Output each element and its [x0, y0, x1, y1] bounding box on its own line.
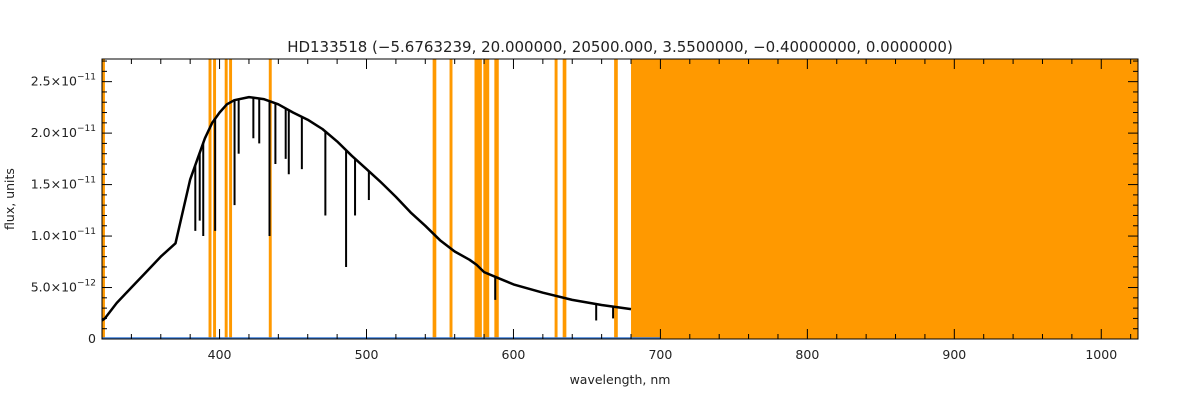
x-tick-label: 600	[502, 347, 526, 362]
absorption-lines	[194, 97, 615, 321]
masked-region-6	[432, 59, 437, 339]
masked-region-4	[229, 59, 233, 339]
masked-region-9	[483, 59, 490, 339]
masked-region-14	[631, 59, 1138, 339]
x-axis-label: wavelength, nm	[570, 372, 671, 387]
y-axis-label: flux, units	[2, 168, 17, 230]
masked-region-3	[224, 59, 228, 339]
masked-region-12	[562, 59, 567, 339]
y-tick-label: 0	[88, 331, 96, 346]
x-tick-label: 900	[942, 347, 966, 362]
x-tick-label: 800	[795, 347, 819, 362]
masked-region-11	[554, 59, 558, 339]
masked-region-8	[474, 59, 482, 339]
plot-frame	[101, 58, 1139, 340]
x-tick-label: 1000	[1085, 347, 1117, 362]
masked-regions	[102, 59, 1138, 339]
spectrum-line-0	[101, 95, 632, 322]
x-axis-ticks: 400 500 600 700 800 900 1000	[101, 59, 1132, 362]
chart-title: HD133518 (−5.6763239, 20.000000, 20500.0…	[287, 38, 953, 56]
y-tick-label: 2.5×10−11	[31, 73, 96, 89]
spectrum-series	[101, 95, 632, 322]
masked-region-13	[614, 59, 618, 339]
y-tick-label: 1.0×10−11	[31, 227, 96, 243]
plot-border	[101, 58, 1139, 340]
y-tick-label: 5.0×10−12	[31, 279, 96, 295]
x-tick-label: 400	[208, 347, 232, 362]
y-tick-label: 2.0×10−11	[31, 124, 96, 140]
masked-region-0	[102, 59, 105, 339]
x-tick-label: 700	[648, 347, 672, 362]
y-tick-label: 1.5×10−11	[31, 176, 96, 192]
masked-region-10	[494, 59, 499, 339]
masked-region-1	[208, 59, 212, 339]
x-tick-label: 500	[355, 347, 379, 362]
masked-region-7	[449, 59, 453, 339]
y-axis-ticks: 0 5.0×10−12 1.0×10−11 1.5×10−11 2.0×10−11 2.5…	[31, 60, 1138, 346]
